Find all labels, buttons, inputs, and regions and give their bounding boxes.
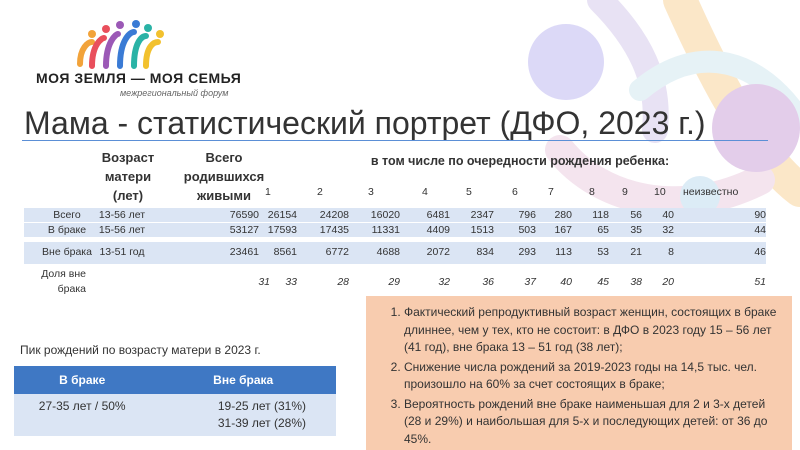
row-age: 13-56 лет: [98, 209, 146, 221]
peak-caption: Пик рождений по возрасту матери в 2023 г…: [20, 343, 261, 357]
peak-value-married: 27-35 лет / 50%: [14, 394, 151, 436]
order-col-header: 2: [317, 186, 323, 198]
share-value: 20: [662, 276, 674, 288]
row-value: 44: [754, 224, 766, 236]
row-value: 4688: [376, 246, 400, 258]
notes-box: Фактический репродуктивный возраст женщи…: [366, 296, 792, 450]
row-age: 15-56 лет: [98, 224, 146, 236]
row-value: 17593: [267, 224, 297, 236]
row-value: 21: [630, 246, 642, 258]
row-value: 53: [597, 246, 609, 258]
share-value: 29: [388, 276, 400, 288]
share-value: 40: [560, 276, 572, 288]
row-value: 90: [754, 209, 766, 221]
share-value: 45: [597, 276, 609, 288]
row-label: Всего: [53, 209, 81, 221]
row-value: 6481: [426, 209, 450, 221]
row-total: 76590: [229, 209, 259, 221]
row-value: 6772: [325, 246, 349, 258]
row-value: 4409: [426, 224, 450, 236]
header-total: Всего родившихся живыми: [183, 150, 265, 203]
note-item: Снижение числа рождений за 2019-2023 год…: [404, 359, 784, 394]
row-value: 35: [630, 224, 642, 236]
forum-logo-icon: [77, 20, 164, 69]
share-value: 33: [285, 276, 297, 288]
row-band-total: [24, 208, 766, 222]
order-col-header: 6: [512, 186, 518, 198]
page-title: Мама - статистический портрет (ДФО, 2023…: [24, 105, 706, 141]
share-total: 31: [258, 276, 270, 288]
share-value: 38: [630, 276, 642, 288]
order-col-header: 1: [265, 186, 271, 198]
header-age: Возраст матери (лет): [101, 150, 155, 203]
row-value: 118: [592, 209, 609, 221]
row-value: 8: [668, 246, 674, 258]
row-value: 113: [555, 246, 572, 258]
row-value: 834: [476, 246, 494, 258]
share-value: 37: [524, 276, 536, 288]
note-item: Фактический репродуктивный возраст женщи…: [404, 304, 784, 357]
share-label: брака: [57, 283, 86, 295]
order-col-header: неизвестно: [683, 186, 739, 198]
peak-value-unmarried: 19-25 лет (31%) 31-39 лет (28%): [150, 394, 336, 436]
peak-table: В браке Вне брака 27-35 лет / 50% 19-25 …: [14, 366, 336, 436]
order-col-header: 4: [422, 186, 428, 198]
note-item: Вероятность рождений вне браке наименьша…: [404, 396, 784, 449]
row-label: В браке: [47, 224, 87, 236]
row-value: 11331: [371, 224, 400, 236]
row-value: 16020: [370, 209, 400, 221]
row-band-unmarried: [24, 242, 766, 264]
share-value: 51: [754, 276, 766, 288]
order-col-header: 9: [622, 186, 628, 198]
row-value: 2072: [426, 246, 450, 258]
row-label: Вне брака: [42, 246, 92, 258]
order-col-header: 10: [654, 186, 666, 198]
order-col-header: 5: [466, 186, 472, 198]
row-value: 2347: [470, 209, 494, 221]
row-value: 280: [554, 209, 572, 221]
order-col-header: 7: [548, 186, 554, 198]
row-value: 32: [662, 224, 674, 236]
row-value: 17435: [319, 224, 349, 236]
share-value: 28: [337, 276, 349, 288]
peak-header-married: В браке: [14, 366, 151, 394]
row-value: 24208: [319, 209, 349, 221]
peak-header-unmarried: Вне брака: [150, 366, 336, 394]
share-value: 36: [482, 276, 494, 288]
row-value: 167: [554, 224, 572, 236]
share-value: 32: [438, 276, 450, 288]
row-band-married: [24, 223, 766, 237]
row-value: 293: [518, 246, 536, 258]
row-total: 23461: [229, 246, 259, 258]
row-value: 8561: [273, 246, 297, 258]
share-label: Доля вне: [41, 268, 86, 280]
row-value: 65: [597, 224, 609, 236]
header-order: в том числе по очередности рождения ребе…: [370, 154, 670, 168]
row-value: 40: [662, 209, 674, 221]
row-value: 796: [518, 209, 536, 221]
title-divider: [22, 140, 768, 141]
row-value: 1513: [470, 224, 494, 236]
row-age: 13-51 год: [99, 246, 145, 258]
row-value: 26154: [267, 209, 297, 221]
row-value: 46: [754, 246, 766, 258]
logo-title: МОЯ ЗЕМЛЯ — МОЯ СЕМЬЯ: [36, 70, 242, 86]
row-value: 503: [518, 224, 536, 236]
order-col-header: 3: [368, 186, 374, 198]
row-value: 56: [630, 209, 642, 221]
order-col-header: 8: [589, 186, 595, 198]
logo-subtitle: межрегиональный форум: [120, 88, 229, 98]
row-total: 53127: [229, 224, 259, 236]
